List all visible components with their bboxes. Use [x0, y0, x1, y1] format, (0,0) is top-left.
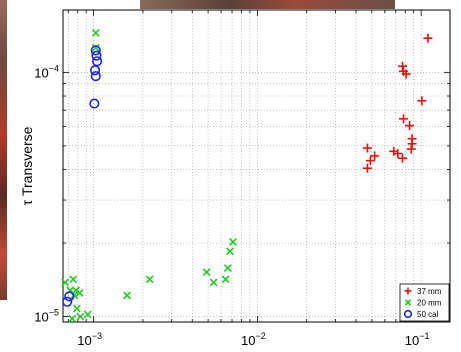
- x-marker-point: [69, 275, 78, 284]
- x-tick-labels: 10−3 10−2 10−1: [77, 331, 429, 348]
- x-marker-point: [123, 291, 132, 300]
- x-marker-point: [83, 310, 92, 319]
- cropped-photo-edge-left: [0, 0, 7, 300]
- y-tick-label: 10−5: [34, 308, 59, 325]
- plus-marker-point: [406, 144, 416, 154]
- data-points: [61, 28, 433, 323]
- circle-marker-point: [91, 50, 102, 61]
- circle-marker-point: [90, 71, 101, 82]
- plus-marker-point: [365, 156, 375, 166]
- x-marker-point: [91, 28, 100, 37]
- plus-marker-point: [398, 61, 408, 71]
- x-marker-point: [91, 43, 100, 52]
- x-marker-point: [226, 247, 234, 256]
- legend-label: 20 mm: [417, 299, 442, 308]
- x-marker-point: [202, 268, 211, 277]
- legend-marker: [404, 287, 412, 295]
- y-axis-label: τ Transverse: [19, 126, 35, 205]
- plot-area-background: [63, 10, 450, 322]
- x-tick-label: 10−1: [405, 331, 430, 348]
- x-marker-point: [221, 275, 230, 284]
- plus-marker-point: [423, 33, 433, 43]
- legend-label: 50 cal: [417, 310, 439, 319]
- plus-marker-point: [417, 96, 427, 106]
- x-marker-point: [75, 288, 84, 297]
- circle-marker-point: [62, 296, 73, 307]
- x-marker-point: [229, 238, 237, 246]
- plus-marker-point: [401, 69, 411, 79]
- x-marker-point: [209, 278, 218, 287]
- plus-marker-point: [398, 114, 408, 124]
- plus-marker-point: [393, 149, 403, 159]
- plus-marker-point: [370, 151, 380, 161]
- plus-marker-point: [362, 143, 372, 153]
- x-tick-label: 10−2: [241, 331, 266, 348]
- x-marker-point: [76, 312, 85, 321]
- legend-marker: [404, 299, 412, 306]
- plus-marker-point: [362, 163, 372, 173]
- x-marker-point: [145, 275, 154, 284]
- x-marker-point: [61, 278, 70, 287]
- plus-marker-point: [398, 153, 408, 163]
- plus-marker-point: [405, 121, 415, 131]
- grid-lines: [63, 10, 450, 322]
- legend-label: 37 mm: [417, 287, 442, 296]
- circle-marker-point: [89, 98, 100, 109]
- y-tick-label: 10−4: [34, 63, 59, 80]
- x-marker-point: [72, 304, 81, 313]
- x-marker-point: [68, 314, 77, 323]
- plus-marker-point: [407, 139, 417, 149]
- x-tick-label: 10−3: [77, 331, 102, 348]
- y-tick-labels: 10−5 10−4: [34, 63, 59, 324]
- legend: 37 mm 20 mm 50 cal: [399, 283, 450, 322]
- circle-marker-point: [92, 56, 103, 67]
- legend-marker: [403, 309, 413, 319]
- plot-frame: [62, 9, 451, 323]
- circle-marker-point: [64, 291, 75, 302]
- x-marker-point: [223, 264, 232, 272]
- circle-marker-point: [90, 45, 101, 56]
- cropped-photo-edge-top: [140, 0, 395, 9]
- circle-marker-point: [89, 65, 101, 76]
